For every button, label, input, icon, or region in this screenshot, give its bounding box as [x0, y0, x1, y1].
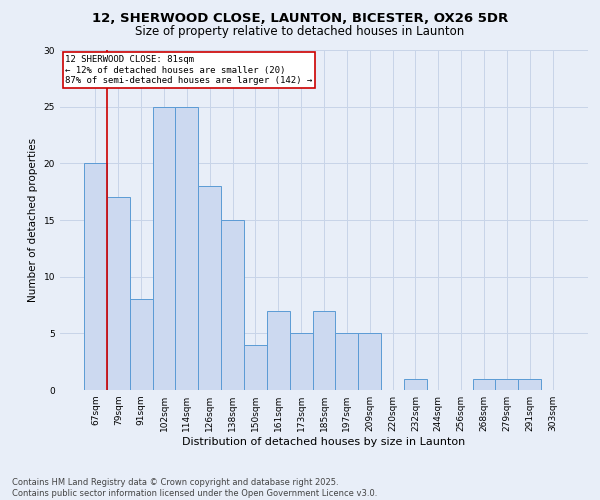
Text: Size of property relative to detached houses in Launton: Size of property relative to detached ho… — [136, 25, 464, 38]
Text: 12 SHERWOOD CLOSE: 81sqm
← 12% of detached houses are smaller (20)
87% of semi-d: 12 SHERWOOD CLOSE: 81sqm ← 12% of detach… — [65, 55, 313, 85]
Bar — [84, 164, 107, 390]
Bar — [496, 378, 518, 390]
Bar — [335, 334, 358, 390]
Bar — [244, 344, 267, 390]
X-axis label: Distribution of detached houses by size in Launton: Distribution of detached houses by size … — [182, 437, 466, 447]
Bar — [175, 106, 198, 390]
Bar — [198, 186, 221, 390]
Y-axis label: Number of detached properties: Number of detached properties — [28, 138, 38, 302]
Bar — [130, 300, 152, 390]
Bar — [404, 378, 427, 390]
Bar — [358, 334, 381, 390]
Bar — [473, 378, 496, 390]
Text: Contains HM Land Registry data © Crown copyright and database right 2025.
Contai: Contains HM Land Registry data © Crown c… — [12, 478, 377, 498]
Bar — [221, 220, 244, 390]
Text: 12, SHERWOOD CLOSE, LAUNTON, BICESTER, OX26 5DR: 12, SHERWOOD CLOSE, LAUNTON, BICESTER, O… — [92, 12, 508, 26]
Bar — [290, 334, 313, 390]
Bar — [313, 310, 335, 390]
Bar — [267, 310, 290, 390]
Bar — [107, 198, 130, 390]
Bar — [152, 106, 175, 390]
Bar — [518, 378, 541, 390]
